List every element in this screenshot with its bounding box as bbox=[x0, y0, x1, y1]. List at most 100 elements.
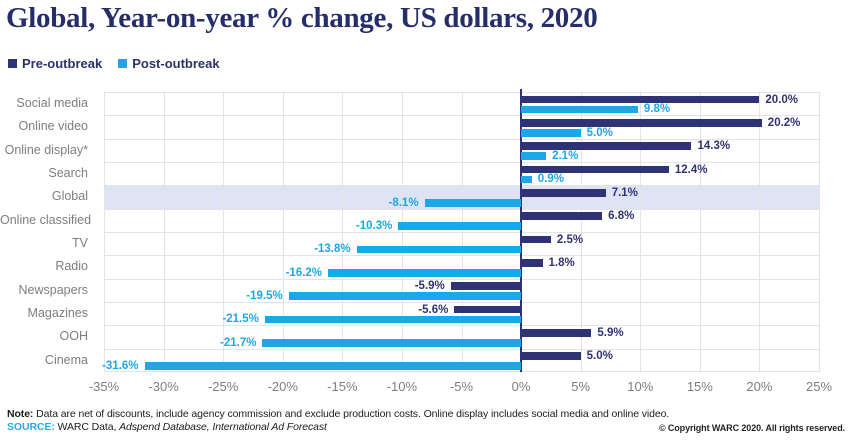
bar-pre-social-media bbox=[521, 95, 760, 104]
x-tick-label: -10% bbox=[386, 379, 418, 394]
x-tick-label: -35% bbox=[88, 379, 120, 394]
footnote: Note: Data are net of discounts, include… bbox=[7, 408, 669, 420]
category-label: TV bbox=[72, 236, 88, 250]
legend-label-post-outbreak: Post-outbreak bbox=[132, 56, 220, 71]
grid-line-horizontal bbox=[104, 115, 819, 117]
footnote-text: Data are net of discounts, include agenc… bbox=[33, 408, 670, 420]
x-tick-label: -15% bbox=[327, 379, 358, 394]
bar-pre-cinema bbox=[521, 352, 581, 361]
legend-item-post-outbreak: Post-outbreak bbox=[118, 56, 220, 71]
category-label: Global bbox=[51, 189, 88, 204]
bar-pre-newspapers bbox=[450, 282, 522, 291]
category-label: Online display* bbox=[4, 142, 88, 157]
category-label: Newspapers bbox=[18, 282, 88, 297]
x-tick-label: -25% bbox=[207, 379, 239, 394]
bar-post-online-video bbox=[521, 128, 581, 137]
bar-post-online-classified bbox=[398, 222, 522, 230]
value-label-pre: -5.6% bbox=[418, 303, 449, 316]
value-label-post: -19.5% bbox=[246, 290, 283, 303]
value-label-post: 5.0% bbox=[586, 126, 613, 139]
value-label-post: 2.1% bbox=[552, 150, 579, 163]
plot-area: 20.0% 20.2% 14.3% 12.4% 7.1% 6.8% 2.5% 1.8% -5.9… bbox=[102, 89, 820, 373]
x-tick-label: 20% bbox=[746, 379, 773, 394]
value-label-post: -8.1% bbox=[388, 196, 419, 209]
x-axis: -35% -30% -25% -20% -15% -10% -5% 0% 5% 10% 15% 20%… bbox=[0, 377, 850, 395]
bar-pre-online-video bbox=[521, 119, 762, 127]
x-tick-label: 15% bbox=[686, 379, 713, 394]
post-outbreak-swatch-icon bbox=[118, 59, 128, 68]
category-label: OOH bbox=[59, 329, 88, 344]
bar-post-online-display- bbox=[521, 152, 547, 160]
bar-post-cinema bbox=[144, 362, 522, 370]
value-label-post: -21.7% bbox=[220, 336, 257, 349]
grid-line-vertical bbox=[819, 92, 820, 372]
value-label-post: -13.8% bbox=[314, 243, 351, 256]
value-label-post: -10.3% bbox=[355, 220, 393, 233]
bar-post-tv bbox=[356, 245, 522, 254]
grid-line-horizontal bbox=[104, 278, 819, 280]
pre-outbreak-swatch-icon bbox=[8, 59, 17, 68]
value-label-pre: 7.1% bbox=[611, 186, 638, 199]
value-label-pre: 20.2% bbox=[767, 116, 801, 129]
source-line: SOURCE: WARC Data, Adspend Database, Int… bbox=[7, 421, 327, 433]
bar-pre-tv bbox=[521, 235, 551, 244]
grid-line-horizontal bbox=[104, 138, 819, 140]
bar-pre-online-classified bbox=[521, 212, 603, 221]
bar-pre-radio bbox=[521, 259, 543, 267]
source-italic-text: Adspend Database, International Ad Forec… bbox=[119, 421, 327, 433]
value-label-pre: 1.8% bbox=[548, 256, 575, 269]
bar-pre-global bbox=[521, 189, 606, 197]
value-label-pre: 20.0% bbox=[765, 93, 799, 106]
x-tick-label: -5% bbox=[449, 379, 474, 394]
value-label-pre: 14.3% bbox=[697, 140, 731, 153]
bar-post-global bbox=[424, 198, 522, 207]
bar-pre-search bbox=[521, 165, 669, 174]
copyright-text: © Copyright WARC 2020. All rights reserv… bbox=[658, 423, 845, 433]
source-label: SOURCE: bbox=[7, 421, 55, 433]
grid-line-horizontal bbox=[104, 325, 819, 327]
chart-title: Global, Year-on-year % change, US dollar… bbox=[6, 2, 598, 34]
legend-item-pre-outbreak: Pre-outbreak bbox=[8, 56, 102, 71]
category-label: Online classified bbox=[0, 212, 92, 227]
legend: Pre-outbreak Post-outbreak bbox=[8, 56, 220, 71]
bar-pre-ooh bbox=[521, 329, 592, 337]
bar-post-magazines bbox=[264, 315, 522, 324]
bar-post-social-media bbox=[521, 105, 638, 114]
x-tick-label: -30% bbox=[148, 379, 179, 394]
footnote-label: Note: bbox=[7, 408, 34, 420]
x-tick-label: 5% bbox=[571, 379, 591, 394]
grid-line-horizontal bbox=[104, 162, 819, 163]
value-label-post: -31.6% bbox=[102, 360, 139, 373]
bar-post-search bbox=[521, 175, 532, 184]
value-label-post: -21.5% bbox=[222, 313, 259, 326]
grid-line-horizontal bbox=[104, 302, 819, 303]
category-label: Social media bbox=[16, 96, 88, 110]
category-label: Search bbox=[48, 166, 88, 180]
category-label: Magazines bbox=[27, 306, 88, 320]
category-axis: Social media Online video Online display* S… bbox=[0, 92, 97, 372]
value-label-pre: 5.0% bbox=[586, 350, 613, 363]
x-tick-label: 25% bbox=[805, 379, 833, 394]
value-label-post: 0.9% bbox=[537, 173, 565, 186]
bar-post-radio bbox=[328, 268, 522, 277]
category-label: Radio bbox=[55, 259, 88, 274]
category-label: Cinema bbox=[44, 352, 88, 367]
grid-line-horizontal bbox=[104, 185, 819, 187]
bar-pre-magazines bbox=[454, 305, 522, 314]
x-tick-label: 0% bbox=[511, 379, 531, 394]
source-text: WARC Data, bbox=[54, 421, 120, 433]
bar-post-ooh bbox=[262, 338, 522, 347]
value-label-pre: 5.9% bbox=[597, 326, 624, 339]
value-label-pre: 2.5% bbox=[556, 233, 584, 246]
zero-axis-line bbox=[520, 89, 523, 372]
x-tick-label: 10% bbox=[627, 379, 654, 394]
value-label-post: -16.2% bbox=[285, 266, 323, 279]
legend-label-pre-outbreak: Pre-outbreak bbox=[22, 56, 103, 71]
grid-line-horizontal bbox=[104, 371, 819, 372]
value-label-post: 9.8% bbox=[643, 103, 671, 116]
grid-line-horizontal bbox=[104, 348, 819, 350]
x-tick-label: -20% bbox=[267, 379, 298, 394]
value-label-pre: 6.8% bbox=[608, 210, 635, 223]
grid-line-horizontal bbox=[104, 232, 819, 233]
